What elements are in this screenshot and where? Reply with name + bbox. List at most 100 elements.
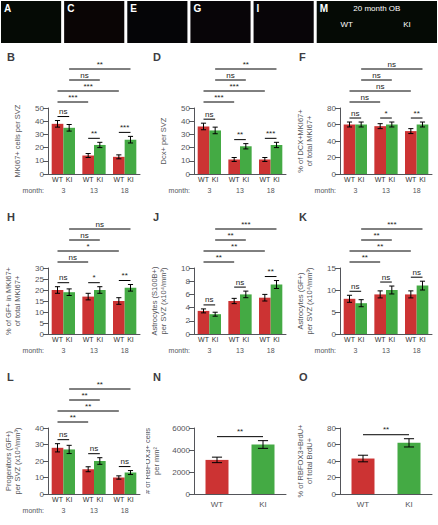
svg-text:**: **	[70, 413, 76, 422]
svg-text:3: 3	[61, 187, 65, 194]
svg-text:WT: WT	[375, 176, 387, 183]
svg-text:KI: KI	[358, 176, 365, 183]
svg-text:KI: KI	[97, 176, 104, 183]
svg-text:month:: month:	[23, 347, 44, 354]
svg-text:WT: WT	[113, 336, 125, 343]
svg-text:**: **	[81, 391, 87, 400]
svg-text:25: 25	[35, 275, 44, 284]
svg-text:WT: WT	[83, 496, 95, 503]
svg-text:**: **	[122, 271, 128, 280]
svg-text:M: M	[320, 3, 328, 14]
svg-text:KI: KI	[358, 336, 365, 343]
svg-text:D: D	[153, 51, 161, 63]
svg-text:ns: ns	[59, 430, 67, 439]
svg-text:10: 10	[35, 308, 44, 317]
svg-text:**: **	[237, 130, 243, 139]
svg-text:***: ***	[230, 82, 239, 91]
svg-text:0: 0	[40, 490, 45, 499]
svg-text:KI: KI	[243, 176, 250, 183]
svg-text:WT: WT	[341, 20, 354, 29]
svg-text:KI: KI	[66, 336, 73, 343]
svg-text:KI: KI	[127, 336, 134, 343]
svg-text:H: H	[7, 211, 15, 223]
svg-text:0: 0	[186, 490, 191, 499]
svg-text:ns: ns	[69, 253, 77, 262]
svg-text:***: ***	[120, 123, 129, 132]
svg-text:Astrocytes (S100B+): Astrocytes (S100B+)	[150, 266, 159, 335]
svg-text:per SVZ (x10⁴/mm³): per SVZ (x10⁴/mm³)	[159, 267, 168, 334]
svg-text:18: 18	[267, 187, 275, 194]
svg-text:6000: 6000	[172, 424, 190, 433]
svg-text:ns: ns	[372, 71, 380, 80]
svg-text:20: 20	[327, 473, 336, 482]
svg-text:2: 2	[186, 316, 191, 325]
svg-text:WT: WT	[259, 176, 271, 183]
svg-text:10: 10	[35, 156, 44, 165]
svg-text:KI: KI	[243, 336, 250, 343]
svg-text:K: K	[299, 211, 307, 223]
svg-text:WT: WT	[83, 336, 95, 343]
svg-text:ns: ns	[388, 60, 396, 69]
svg-text:month:: month:	[169, 347, 190, 354]
svg-text:F: F	[299, 51, 306, 63]
svg-text:J: J	[153, 211, 159, 223]
svg-text:of total BrdU+: of total BrdU+	[305, 437, 314, 484]
svg-text:**: **	[237, 427, 243, 436]
svg-text:WT: WT	[405, 176, 417, 183]
svg-text:KI: KI	[419, 176, 426, 183]
svg-text:WT: WT	[113, 176, 125, 183]
svg-text:month:: month:	[315, 187, 336, 194]
svg-text:ns: ns	[59, 273, 67, 282]
svg-text:20: 20	[35, 286, 44, 295]
svg-text:10: 10	[181, 156, 190, 165]
svg-text:WT: WT	[113, 496, 125, 503]
svg-text:3: 3	[61, 347, 65, 354]
svg-text:60: 60	[327, 440, 336, 449]
svg-text:B: B	[7, 51, 15, 63]
svg-text:month:: month:	[169, 187, 190, 194]
svg-text:***: ***	[84, 82, 93, 91]
svg-text:30: 30	[35, 264, 44, 273]
svg-text:KI: KI	[405, 500, 413, 509]
svg-text:15: 15	[327, 264, 336, 273]
svg-text:ns: ns	[96, 220, 104, 229]
svg-text:**: **	[85, 402, 91, 411]
svg-text:ns: ns	[205, 295, 213, 304]
svg-text:50: 50	[181, 104, 190, 113]
svg-text:18: 18	[267, 347, 275, 354]
svg-text:ns: ns	[120, 457, 128, 466]
svg-text:ns: ns	[351, 109, 359, 118]
svg-text:month:: month:	[23, 507, 44, 514]
svg-text:*: *	[384, 109, 387, 118]
svg-text:0: 0	[332, 490, 337, 499]
svg-text:**: **	[362, 253, 368, 262]
svg-text:KI: KI	[66, 496, 73, 503]
svg-text:KI: KI	[97, 336, 104, 343]
svg-text:***: ***	[266, 129, 275, 138]
svg-text:13: 13	[382, 187, 390, 194]
svg-text:ns: ns	[351, 282, 359, 291]
svg-text:WT: WT	[405, 336, 417, 343]
svg-text:0: 0	[186, 330, 191, 339]
svg-text:L: L	[7, 371, 14, 383]
svg-text:***: ***	[214, 93, 223, 102]
svg-text:Progenitors (GF+): Progenitors (GF+)	[4, 430, 13, 491]
svg-text:18: 18	[121, 187, 129, 194]
svg-text:ns: ns	[90, 444, 98, 453]
svg-text:6: 6	[186, 290, 191, 299]
svg-text:% of RBFOX3+BrdU+: % of RBFOX3+BrdU+	[296, 424, 305, 498]
svg-text:40: 40	[35, 117, 44, 126]
svg-text:KI: KI	[389, 336, 396, 343]
svg-text:0: 0	[332, 170, 337, 179]
svg-text:WT: WT	[357, 500, 370, 509]
svg-text:0: 0	[186, 170, 191, 179]
svg-text:WT: WT	[83, 176, 95, 183]
svg-text:ns: ns	[236, 278, 244, 287]
svg-text:per SVZ (x10⁴/mm³): per SVZ (x10⁴/mm³)	[305, 267, 314, 334]
svg-text:15: 15	[35, 297, 44, 306]
svg-text:Dcx+ per SVZ: Dcx+ per SVZ	[159, 117, 168, 164]
svg-text:WT: WT	[344, 336, 356, 343]
svg-text:KI: KI	[419, 336, 426, 343]
svg-text:*: *	[87, 242, 90, 251]
svg-text:% of DCX+MKI67+: % of DCX+MKI67+	[296, 109, 305, 173]
